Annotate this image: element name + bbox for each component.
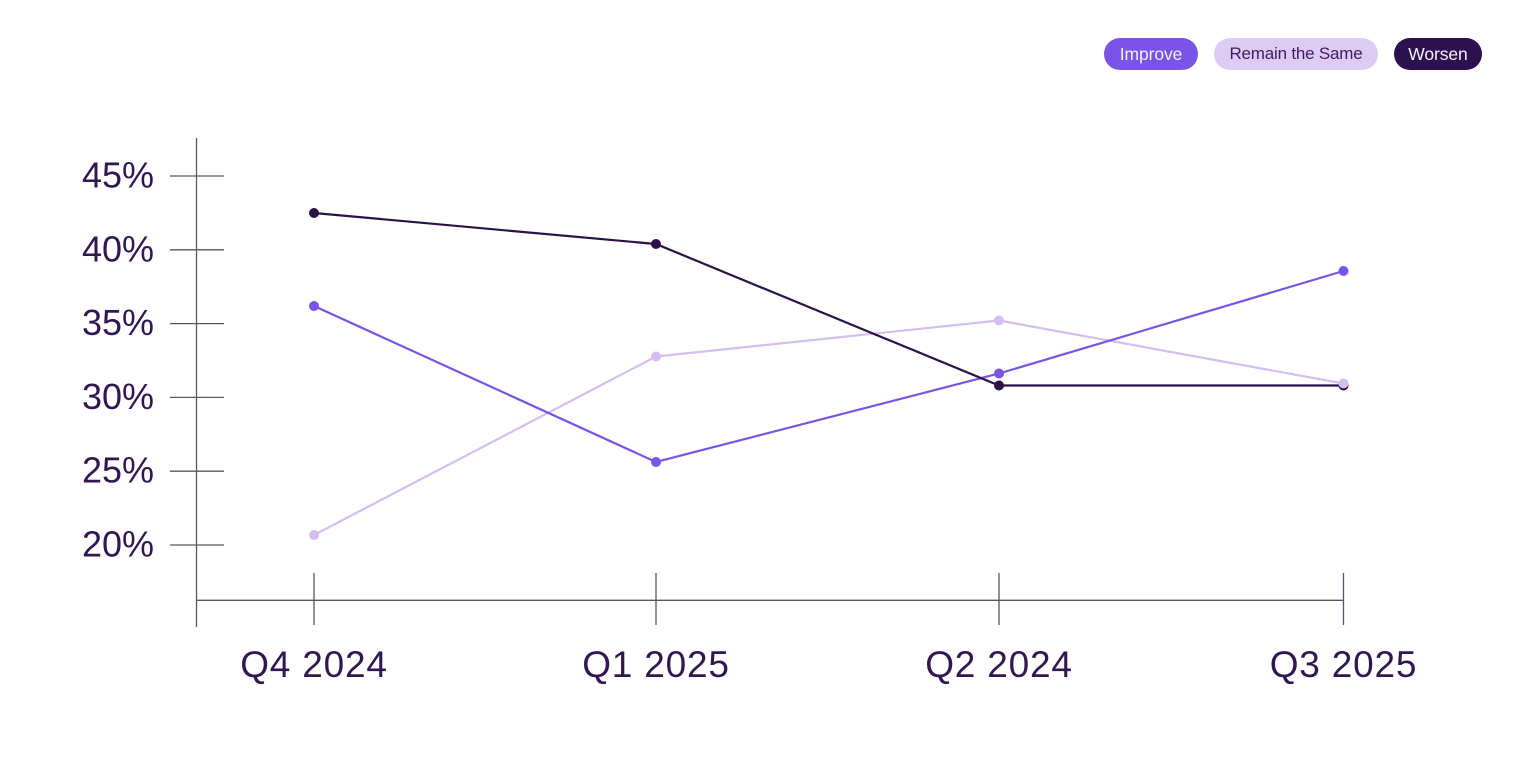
svg-text:30%: 30% (82, 376, 154, 417)
svg-text:Q2 2024: Q2 2024 (925, 644, 1073, 685)
svg-text:Q1 2025: Q1 2025 (582, 644, 730, 685)
svg-text:Q3 2025: Q3 2025 (1270, 644, 1418, 685)
svg-text:40%: 40% (82, 228, 154, 269)
svg-text:45%: 45% (82, 155, 154, 196)
svg-text:20%: 20% (82, 524, 154, 565)
svg-text:25%: 25% (82, 450, 154, 491)
svg-text:35%: 35% (82, 302, 154, 343)
svg-text:Q4 2024: Q4 2024 (240, 644, 388, 685)
